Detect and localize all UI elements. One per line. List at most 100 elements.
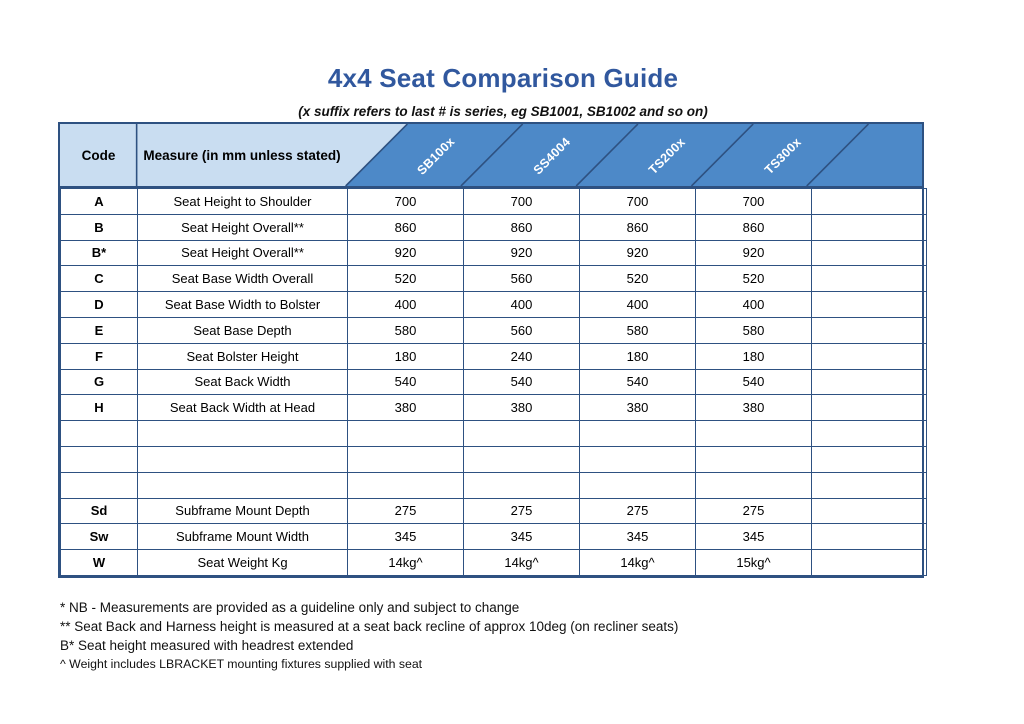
measurement-table: A Seat Height to Shoulder 700 700 700 700 B Sea…	[60, 188, 927, 576]
row-value	[811, 420, 927, 447]
row-value: 345	[695, 523, 812, 551]
page-subtitle: (x suffix refers to last # is series, eg…	[298, 104, 708, 119]
table-row	[60, 420, 927, 447]
row-value: 380	[695, 394, 812, 422]
row-value: 920	[463, 239, 580, 267]
table-row: Sd Subframe Mount Depth 275 275 275 275	[60, 497, 927, 525]
row-value: 14kg^	[347, 549, 464, 576]
row-value: 540	[695, 368, 812, 396]
row-value	[695, 471, 812, 499]
header-diagonal-graphic	[135, 124, 922, 186]
table-row: A Seat Height to Shoulder 700 700 700 700	[60, 188, 927, 215]
row-code: W	[60, 549, 138, 576]
row-measure: Seat Base Depth	[137, 316, 348, 344]
row-code: B	[60, 213, 138, 241]
row-measure: Subframe Mount Width	[137, 523, 348, 551]
row-value	[811, 497, 927, 525]
row-value	[811, 213, 927, 241]
row-measure: Seat Bolster Height	[137, 342, 348, 370]
row-value: 275	[463, 497, 580, 525]
row-value	[579, 420, 696, 447]
row-value: 700	[347, 188, 464, 215]
row-value: 380	[347, 394, 464, 422]
row-value	[811, 549, 927, 576]
row-measure	[137, 471, 348, 499]
footnote-guideline: * NB - Measurements are provided as a gu…	[60, 600, 520, 615]
row-code	[60, 420, 138, 447]
row-value	[811, 342, 927, 370]
row-code: H	[60, 394, 138, 422]
row-measure: Seat Base Width Overall	[137, 265, 348, 293]
row-value	[463, 445, 580, 473]
row-value: 920	[579, 239, 696, 267]
row-value: 540	[347, 368, 464, 396]
table-row: H Seat Back Width at Head 380 380 380 380	[60, 394, 927, 422]
row-value: 14kg^	[463, 549, 580, 576]
row-value: 180	[579, 342, 696, 370]
row-value: 380	[463, 394, 580, 422]
row-value: 920	[347, 239, 464, 267]
table-row: D Seat Base Width to Bolster 400 400 400 400	[60, 291, 927, 318]
row-measure	[137, 420, 348, 447]
row-value: 400	[463, 291, 580, 318]
row-value	[695, 420, 812, 447]
row-code: E	[60, 316, 138, 344]
row-value: 400	[579, 291, 696, 318]
table-row	[60, 471, 927, 499]
row-value: 180	[695, 342, 812, 370]
table-header: Code Measure (in mm unless stated) SB100…	[60, 124, 922, 188]
row-value	[695, 445, 812, 473]
row-value	[811, 265, 927, 293]
row-code: D	[60, 291, 138, 318]
row-measure: Subframe Mount Depth	[137, 497, 348, 525]
row-measure: Seat Height Overall**	[137, 239, 348, 267]
row-measure: Seat Weight Kg	[137, 549, 348, 576]
row-value: 540	[579, 368, 696, 396]
table-row: B* Seat Height Overall** 920 920 920 920	[60, 239, 927, 267]
row-value: 700	[579, 188, 696, 215]
row-measure: Seat Back Width at Head	[137, 394, 348, 422]
row-code: C	[60, 265, 138, 293]
row-value	[463, 420, 580, 447]
footnote-recline: ** Seat Back and Harness height is measu…	[60, 619, 679, 634]
row-value	[579, 445, 696, 473]
col-header-code: Code	[81, 147, 116, 163]
row-value: 15kg^	[695, 549, 812, 576]
row-value: 400	[347, 291, 464, 318]
row-value: 580	[579, 316, 696, 344]
table-row: B Seat Height Overall** 860 860 860 860	[60, 213, 927, 241]
row-value	[347, 445, 464, 473]
comparison-table: Code Measure (in mm unless stated) SB100…	[58, 122, 927, 578]
table-row: Sw Subframe Mount Width 345 345 345 345	[60, 523, 927, 551]
row-value: 920	[695, 239, 812, 267]
row-value: 860	[579, 213, 696, 241]
row-value: 345	[463, 523, 580, 551]
row-value	[347, 420, 464, 447]
page-title: 4x4 Seat Comparison Guide	[327, 63, 679, 93]
row-value: 520	[695, 265, 812, 293]
table-row: C Seat Base Width Overall 520 560 520 520	[60, 265, 927, 293]
row-measure	[137, 445, 348, 473]
row-value: 580	[695, 316, 812, 344]
row-value: 580	[347, 316, 464, 344]
row-code	[60, 471, 138, 499]
row-value: 540	[463, 368, 580, 396]
row-value: 700	[463, 188, 580, 215]
row-measure: Seat Height to Shoulder	[137, 188, 348, 215]
table-body: A Seat Height to Shoulder 700 700 700 700 B Sea…	[60, 188, 927, 576]
row-code: Sd	[60, 497, 138, 525]
table-row: W Seat Weight Kg 14kg^ 14kg^ 14kg^ 15kg^	[60, 549, 927, 576]
row-value	[811, 239, 927, 267]
row-value: 275	[695, 497, 812, 525]
row-value	[811, 394, 927, 422]
row-code: A	[60, 188, 138, 215]
row-code: Sw	[60, 523, 138, 551]
row-value	[811, 445, 927, 473]
footnote-headrest: B* Seat height measured with headrest ex…	[60, 638, 354, 653]
row-value: 240	[463, 342, 580, 370]
row-value: 860	[463, 213, 580, 241]
row-measure: Seat Height Overall**	[137, 213, 348, 241]
footnotes: * NB - Measurements are provided as a gu…	[60, 598, 960, 674]
row-code: F	[60, 342, 138, 370]
footnote-weight: ^ Weight includes LBRACKET mounting fixt…	[60, 657, 423, 671]
